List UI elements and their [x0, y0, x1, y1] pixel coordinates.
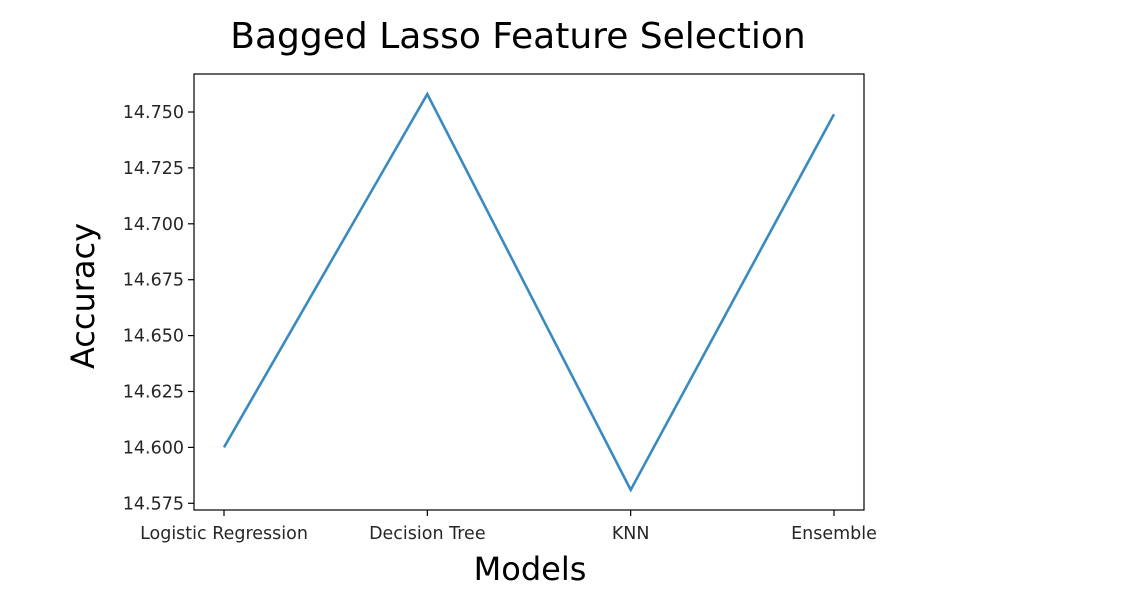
x-tick-label: Ensemble — [791, 524, 877, 544]
x-tick-label: Logistic Regression — [140, 524, 308, 544]
y-tick-label: 14.600 — [123, 438, 184, 458]
chart-title: Bagged Lasso Feature Selection — [230, 16, 805, 57]
x-axis-label: Models — [474, 550, 587, 588]
y-axis-label: Accuracy — [64, 223, 102, 369]
y-tick-label: 14.675 — [123, 271, 184, 291]
series-layer — [222, 91, 836, 493]
y-tick-label: 14.725 — [123, 159, 184, 179]
x-tick-label: Decision Tree — [369, 524, 486, 544]
x-axis: Logistic Regression Decision Tree KNN Ensem… — [140, 510, 877, 544]
y-tick-label: 14.625 — [123, 382, 184, 402]
series-line — [222, 91, 836, 493]
y-tick-label: 14.750 — [123, 103, 184, 123]
y-tick-label: 14.700 — [123, 215, 184, 235]
y-axis: 14.575 14.600 14.625 14.650 14.675 14.700 14.7… — [123, 103, 194, 514]
y-tick-label: 14.650 — [123, 327, 184, 347]
y-tick-label: 14.575 — [123, 494, 184, 514]
plot-area-frame — [193, 73, 865, 511]
x-tick-label: KNN — [612, 524, 650, 544]
